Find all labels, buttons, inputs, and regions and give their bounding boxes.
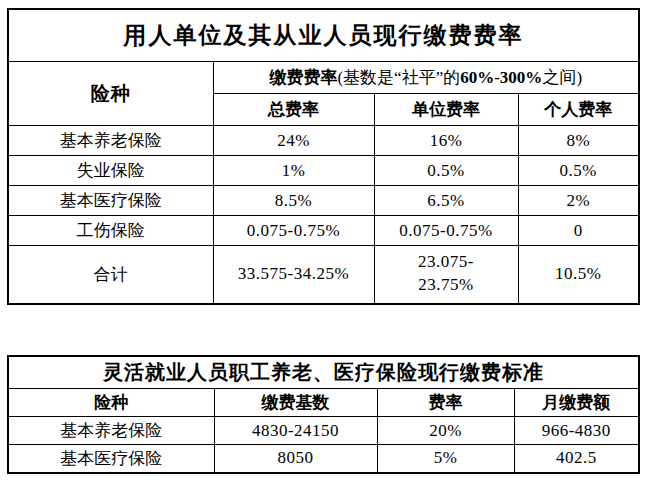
personal-rate-value: 0.5% xyxy=(518,156,639,186)
employer-rate-value: 6.5% xyxy=(374,186,518,216)
personal-rate-value: 0 xyxy=(518,216,639,246)
table1-header-row-1: 险种 缴费费率(基数是“社平”的60%-300%之间) xyxy=(8,62,639,94)
total-row-label: 合计 xyxy=(8,246,213,304)
insurance-name: 失业保险 xyxy=(8,156,213,186)
rate-group-label: 缴费费率 xyxy=(269,68,337,87)
total-rate-value: 0.075-0.75% xyxy=(213,216,374,246)
employer-rate-sum: 23.075- 23.75% xyxy=(374,246,518,304)
personal-rate-value: 2% xyxy=(518,186,639,216)
col-header-insurance-type: 险种 xyxy=(8,389,214,417)
personal-rate-value: 8% xyxy=(518,126,639,156)
col-header-monthly-amount: 月缴费额 xyxy=(514,389,639,417)
contribution-base-value: 8050 xyxy=(214,445,377,473)
flexible-employment-standards-table: 灵活就业人员职工养老、医疗保险现行缴费标准 险种 缴费基数 费率 月缴费额 基本… xyxy=(7,355,640,474)
table-row: 工伤保险 0.075-0.75% 0.075-0.75% 0 xyxy=(8,216,639,246)
table1-title-row: 用人单位及其从业人员现行缴费费率 xyxy=(8,9,639,62)
monthly-amount-value: 966-4830 xyxy=(514,417,639,445)
total-rate-value: 24% xyxy=(213,126,374,156)
insurance-name: 基本医疗保险 xyxy=(8,445,214,473)
insurance-name: 基本医疗保险 xyxy=(8,186,213,216)
table-row: 基本医疗保险 8.5% 6.5% 2% xyxy=(8,186,639,216)
employer-rate-value: 16% xyxy=(374,126,518,156)
col-header-rate-group: 缴费费率(基数是“社平”的60%-300%之间) xyxy=(213,62,639,94)
col-header-rate: 费率 xyxy=(377,389,514,417)
insurance-name: 工伤保险 xyxy=(8,216,213,246)
rate-value: 20% xyxy=(377,417,514,445)
table-row: 失业保险 1% 0.5% 0.5% xyxy=(8,156,639,186)
total-rate-value: 8.5% xyxy=(213,186,374,216)
employer-rate-value: 0.075-0.75% xyxy=(374,216,518,246)
monthly-amount-value: 402.5 xyxy=(514,445,639,473)
table2-header-row: 险种 缴费基数 费率 月缴费额 xyxy=(8,389,639,417)
rate-value: 5% xyxy=(377,445,514,473)
table-row: 基本医疗保险 8050 5% 402.5 xyxy=(8,445,639,473)
table1-title: 用人单位及其从业人员现行缴费费率 xyxy=(8,9,639,62)
insurance-name: 基本养老保险 xyxy=(8,126,213,156)
table-row: 基本养老保险 4830-24150 20% 966-4830 xyxy=(8,417,639,445)
col-header-employer-rate: 单位费率 xyxy=(374,94,518,126)
total-rate-value: 1% xyxy=(213,156,374,186)
employer-rate-sum-line2: 23.75% xyxy=(377,274,516,297)
col-header-contribution-base: 缴费基数 xyxy=(214,389,377,417)
col-header-total-rate: 总费率 xyxy=(213,94,374,126)
table-row: 基本养老保险 24% 16% 8% xyxy=(8,126,639,156)
rate-group-suffix: 之间) xyxy=(542,68,582,87)
employer-contribution-rates-table: 用人单位及其从业人员现行缴费费率 险种 缴费费率(基数是“社平”的60%-300… xyxy=(7,8,640,305)
employer-rate-value: 0.5% xyxy=(374,156,518,186)
table2-title: 灵活就业人员职工养老、医疗保险现行缴费标准 xyxy=(8,356,639,389)
total-rate-sum: 33.575-34.25% xyxy=(213,246,374,304)
table2-title-row: 灵活就业人员职工养老、医疗保险现行缴费标准 xyxy=(8,356,639,389)
col-header-personal-rate: 个人费率 xyxy=(518,94,639,126)
employer-rate-sum-line1: 23.075- xyxy=(377,251,516,274)
rate-group-range: 60%-300% xyxy=(460,68,542,87)
contribution-base-value: 4830-24150 xyxy=(214,417,377,445)
insurance-name: 基本养老保险 xyxy=(8,417,214,445)
col-header-insurance-type: 险种 xyxy=(8,62,213,126)
page: 用人单位及其从业人员现行缴费费率 险种 缴费费率(基数是“社平”的60%-300… xyxy=(0,0,645,486)
personal-rate-sum: 10.5% xyxy=(518,246,639,304)
table1-total-row: 合计 33.575-34.25% 23.075- 23.75% 10.5% xyxy=(8,246,639,304)
rate-group-base-note: (基数是“社平”的 xyxy=(337,68,460,87)
